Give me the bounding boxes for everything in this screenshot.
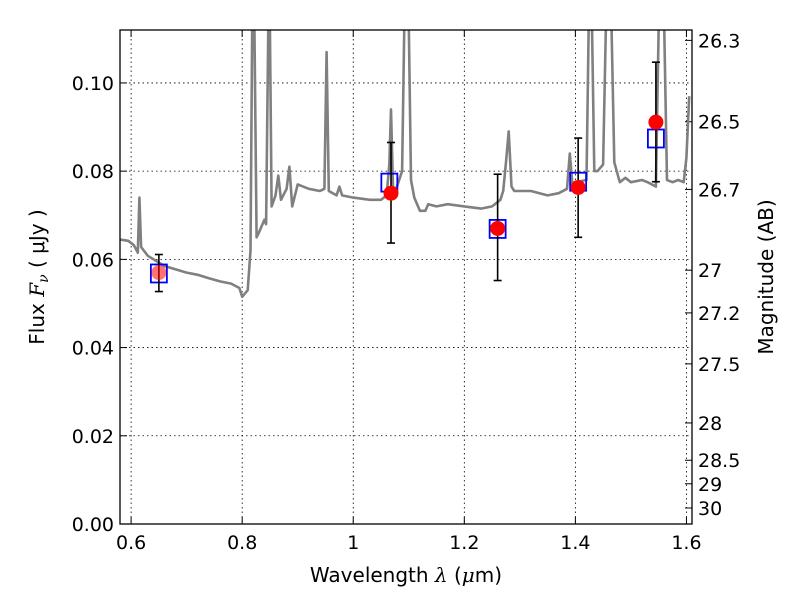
y-axis-label-sub: ν xyxy=(36,274,52,283)
x-axis-label-var: λ xyxy=(434,563,448,587)
y-axis-label-unit: ( μJy ) xyxy=(25,209,49,274)
y2-axis-label: Magnitude (AB) xyxy=(754,199,778,354)
y-tick-label: 0.10 xyxy=(72,73,114,95)
observed-point xyxy=(570,179,586,195)
x-tick-label: 1.6 xyxy=(671,532,701,554)
x-axis-label-unit-rest: m) xyxy=(475,563,502,587)
markers-layer xyxy=(149,61,665,293)
y-tick-label: 0.08 xyxy=(72,161,114,183)
mag-tick-label: 28.5 xyxy=(698,450,740,472)
mag-tick-label: 26.7 xyxy=(698,179,740,201)
mag-tick-label: 29 xyxy=(698,474,722,496)
mag-tick-label: 27 xyxy=(698,260,722,282)
x-tick-label: 0.6 xyxy=(116,532,146,554)
observed-point xyxy=(648,114,664,130)
y-tick-label: 0.04 xyxy=(72,338,114,360)
observed-point xyxy=(490,220,506,236)
x-axis-label-unit-mu: μ xyxy=(462,563,475,587)
mag-tick-label: 28 xyxy=(698,413,722,435)
mag-tick-label: 30 xyxy=(698,498,722,520)
y-tick-label: 0.00 xyxy=(72,514,114,536)
y-tick-label: 0.06 xyxy=(72,249,114,271)
x-axis-label-prefix: Wavelength xyxy=(310,563,435,587)
observed-point xyxy=(383,185,399,201)
ticks: 0.6 0.8 1 1.2 1.4 1.6 0.00 0.02 0.04 0.06 0.08 0.10… xyxy=(72,30,740,554)
spectrum-line xyxy=(120,30,691,299)
x-tick-label: 1.2 xyxy=(449,532,479,554)
y-tick-label: 0.02 xyxy=(72,426,114,448)
x-tick-label: 0.8 xyxy=(227,532,257,554)
x-axis-label: Wavelength λ (μm) xyxy=(310,563,502,587)
observed-point xyxy=(151,265,167,281)
mag-tick-label: 26.3 xyxy=(698,30,740,52)
mag-tick-label: 26.5 xyxy=(698,112,740,134)
x-axis-label-unit-open: ( xyxy=(448,563,462,587)
x-tick-label: 1 xyxy=(347,532,359,554)
mag-tick-label: 27.5 xyxy=(698,354,740,376)
y-axis-label: Flux Fν ( μJy ) xyxy=(25,209,52,344)
y-axis-label-prefix: Flux xyxy=(25,297,49,345)
series-layer xyxy=(120,30,691,299)
x-tick-label: 1.4 xyxy=(560,532,590,554)
plot-frame xyxy=(119,29,693,525)
y-axis-label-var: F xyxy=(25,282,49,298)
plot-background xyxy=(120,30,692,524)
mag-tick-label: 27.2 xyxy=(698,303,740,325)
